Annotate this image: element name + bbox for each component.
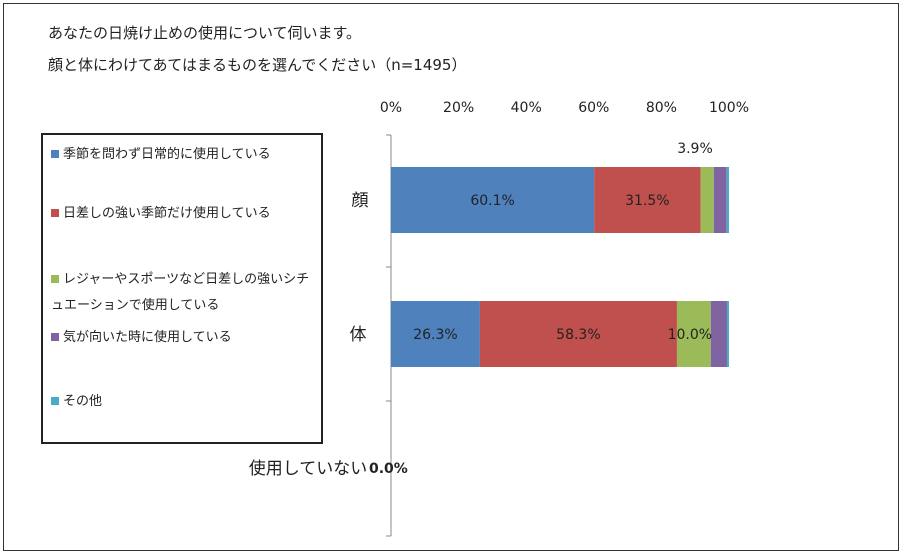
legend-item-daily: 季節を問わず日常的に使用している (51, 143, 319, 167)
legend-label-strong-season: 日差しの強い季節だけ使用している (63, 206, 271, 221)
data-label: 3.9% (677, 141, 713, 157)
legend-label-whim: 気が向いた時に使用している (63, 330, 232, 345)
bar-segment (391, 167, 595, 233)
x-tick-label: 0% (380, 100, 402, 116)
legend-label-other: その他 (63, 394, 103, 409)
x-tick-label: 80% (646, 100, 677, 116)
x-tick-label: 40% (511, 100, 542, 116)
bar-segment (479, 301, 677, 367)
x-tick-label: 60% (578, 100, 609, 116)
chart-legend: 季節を問わず日常的に使用している 日差しの強い季節だけ使用している レジャーやス… (41, 133, 323, 444)
legend-swatch-whim (51, 332, 59, 341)
legend-label-leisure: レジャーやスポーツなど日差しの強いシチュエーションで使用している (51, 272, 310, 313)
bar-segment (676, 301, 711, 367)
x-tick-label: 20% (443, 100, 474, 116)
category-label: 使用していない (249, 458, 368, 479)
data-label: 31.5% (625, 193, 669, 209)
data-label: 60.1% (470, 193, 514, 209)
data-label: 10.0% (668, 327, 712, 343)
bar-segment (391, 301, 480, 367)
bar-segment (726, 167, 729, 233)
chart-frame (3, 3, 899, 551)
x-tick-label: 100% (709, 100, 749, 116)
bar-segment (700, 167, 714, 233)
question-line-2: 顔と体にわけてあてはまるものを選んでください（n=1495） (48, 56, 467, 74)
legend-swatch-daily (51, 149, 59, 158)
bar-segment (726, 301, 729, 367)
legend-swatch-leisure (51, 274, 59, 283)
data-label: 0.0% (369, 461, 408, 477)
category-label: 顔 (352, 191, 369, 211)
bar-segment (713, 167, 727, 233)
bar-segment (710, 301, 727, 367)
legend-item-other: その他 (51, 390, 319, 414)
data-label: 26.3% (413, 327, 457, 343)
legend-item-leisure: レジャーやスポーツなど日差しの強いシチュエーションで使用している (51, 267, 319, 319)
legend-label-daily: 季節を問わず日常的に使用している (63, 147, 271, 162)
data-label: 58.3% (556, 327, 600, 343)
category-label: 体 (350, 325, 367, 345)
question-line-1: あなたの日焼け止めの使用について伺います。 (48, 24, 362, 42)
legend-swatch-other (51, 396, 59, 405)
legend-item-whim: 気が向いた時に使用している (51, 326, 319, 350)
legend-item-strong-season: 日差しの強い季節だけ使用している (51, 202, 319, 226)
legend-swatch-strong-season (51, 208, 59, 217)
bar-segment (594, 167, 701, 233)
